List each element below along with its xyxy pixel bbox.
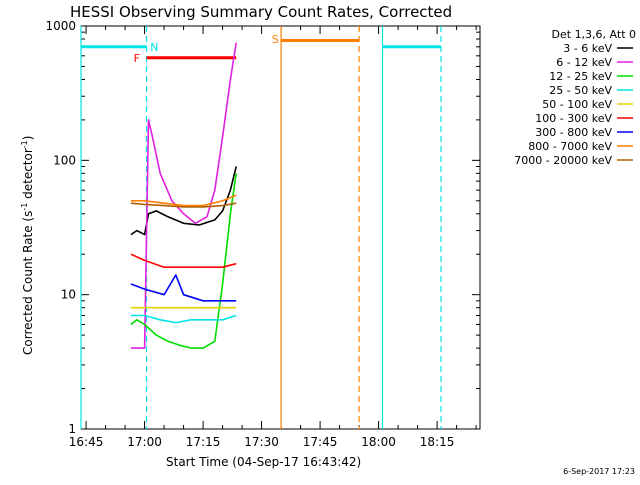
footnote-timestamp: 6-Sep-2017 17:23 [563, 467, 635, 476]
series-line [130, 253, 237, 269]
y-tick-label: 100 [53, 153, 76, 167]
state-bars-layer: NF S [81, 33, 441, 65]
legend-label: 3 - 6 keV [563, 42, 612, 55]
y-axis-label-sup1: -1 [20, 203, 29, 211]
legend-label: 25 - 50 keV [549, 84, 612, 97]
series-line [130, 173, 237, 349]
series-line [130, 194, 237, 207]
x-tick-labels: 16:45 17:00 17:15 17:30 17:45 18:00 18:15 [69, 435, 455, 449]
legend-label: 7000 - 20000 keV [514, 154, 612, 167]
vlines-layer [80, 26, 442, 429]
y-tick-label: 1 [68, 422, 76, 436]
x-tick-label: 17:30 [244, 435, 279, 449]
legend-label: 12 - 25 keV [549, 70, 612, 83]
series-line [130, 274, 237, 302]
y-axis-label-mid: detector [21, 148, 35, 203]
series-line [130, 202, 237, 208]
x-tick-label: 17:00 [127, 435, 162, 449]
legend-label: 50 - 100 keV [542, 98, 612, 111]
series-line [130, 314, 237, 324]
legend-label: 100 - 300 keV [535, 112, 612, 125]
x-axis-label: Start Time (04-Sep-17 16:43:42) [166, 455, 361, 469]
y-tick-label: 1000 [45, 19, 76, 33]
ticks-layer [81, 25, 480, 430]
legend-label: 800 - 7000 keV [528, 140, 612, 153]
legend-label: 300 - 800 keV [535, 126, 612, 139]
x-tick-label: 18:00 [361, 435, 396, 449]
series-line [130, 166, 237, 236]
x-tick-label: 16:45 [69, 435, 104, 449]
series-layer [130, 42, 237, 349]
state-marker-label: F [134, 52, 140, 65]
x-tick-label: 18:15 [420, 435, 455, 449]
y-axis-label: Corrected Count Rate (s-1 detector-1) [20, 136, 35, 355]
y-axis-label-main: Corrected Count Rate (s [21, 211, 35, 355]
x-tick-label: 17:45 [303, 435, 338, 449]
y-axis-label-end: ) [21, 136, 35, 141]
y-tick-label: 10 [61, 288, 76, 302]
x-tick-label: 17:15 [186, 435, 221, 449]
state-marker-label: N [150, 41, 158, 54]
y-tick-labels: 1 10 100 1000 [45, 19, 76, 436]
y-axis-label-sup2: -1 [20, 140, 29, 148]
state-marker-label: S [272, 33, 279, 46]
legend-label: 6 - 12 keV [556, 56, 612, 69]
chart-title: HESSI Observing Summary Count Rates, Cor… [70, 3, 452, 21]
legend-header: Det 1,3,6, Att 0 [552, 28, 636, 41]
